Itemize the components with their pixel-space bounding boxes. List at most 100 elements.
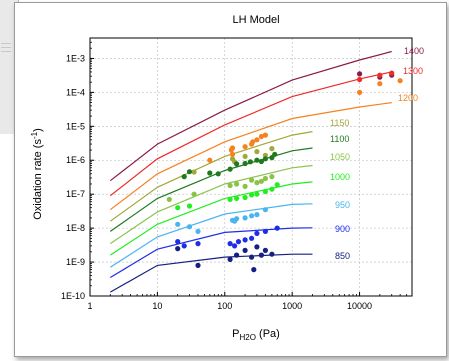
data-point-1050 bbox=[249, 177, 255, 183]
data-point-1200 bbox=[242, 144, 248, 150]
data-point-1300 bbox=[389, 70, 395, 76]
model-curve-1000 bbox=[109, 181, 313, 256]
data-point-900 bbox=[235, 239, 242, 245]
data-point-1300 bbox=[377, 72, 383, 78]
data-point-950 bbox=[254, 212, 260, 218]
data-point-900 bbox=[262, 228, 268, 234]
data-point-1100 bbox=[258, 158, 264, 165]
data-point-850 bbox=[251, 267, 257, 273]
data-point-900 bbox=[175, 239, 181, 245]
data-point-900 bbox=[181, 243, 187, 249]
data-point-1050 bbox=[269, 174, 275, 180]
data-point-1050 bbox=[262, 175, 268, 182]
background-table-fragment bbox=[1, 40, 11, 52]
series-label-1000: 1000 bbox=[330, 172, 350, 182]
model-curve-1300 bbox=[109, 71, 392, 197]
series-label-950: 950 bbox=[335, 200, 350, 210]
series-label-900: 900 bbox=[335, 224, 350, 234]
x-tick-label: 10 bbox=[152, 301, 162, 311]
data-point-1150 bbox=[242, 153, 248, 159]
data-point-1200 bbox=[258, 133, 264, 140]
model-curve-1050 bbox=[109, 164, 313, 245]
data-point-850 bbox=[195, 262, 201, 268]
data-point-900 bbox=[227, 241, 233, 247]
data-point-1150 bbox=[269, 146, 275, 152]
data-point-1200 bbox=[357, 89, 363, 95]
y-tick-label: 1E-10 bbox=[61, 291, 85, 301]
series-label-1200: 1200 bbox=[398, 93, 418, 103]
data-point-1000 bbox=[234, 195, 240, 201]
data-point-850 bbox=[262, 247, 268, 253]
model-curve-900 bbox=[109, 227, 313, 279]
data-point-1000 bbox=[175, 205, 181, 211]
data-point-1050 bbox=[166, 196, 172, 202]
x-tick-label: 1 bbox=[87, 301, 92, 311]
data-point-1000 bbox=[262, 188, 268, 195]
data-point-950 bbox=[195, 228, 201, 234]
y-axis-label-superscript: -1 bbox=[30, 131, 39, 139]
data-point-1200 bbox=[397, 78, 403, 84]
data-point-950 bbox=[262, 207, 268, 213]
data-point-1100 bbox=[242, 160, 248, 167]
model-curve-1200 bbox=[109, 102, 392, 211]
y-tick-label: 1E-5 bbox=[66, 121, 85, 131]
data-point-1000 bbox=[227, 196, 233, 202]
data-point-1100 bbox=[262, 156, 268, 162]
x-axis-label: PH2O (Pa) bbox=[232, 328, 280, 342]
data-point-900 bbox=[195, 241, 201, 247]
data-point-1200 bbox=[207, 157, 213, 163]
series-label-850: 850 bbox=[335, 251, 350, 261]
data-point-1200 bbox=[229, 151, 236, 157]
y-axis-label-close: ) bbox=[32, 128, 44, 132]
data-point-900 bbox=[232, 243, 238, 249]
data-point-900 bbox=[249, 235, 255, 241]
data-point-850 bbox=[227, 256, 233, 262]
y-tick-label: 1E-9 bbox=[66, 257, 85, 267]
data-point-1100 bbox=[272, 151, 278, 157]
y-tick-label: 1E-7 bbox=[66, 189, 85, 199]
data-point-1050 bbox=[227, 182, 233, 189]
data-point-1100 bbox=[181, 174, 187, 180]
y-axis-label: Oxidation rate (s-1) bbox=[30, 128, 44, 220]
data-point-950 bbox=[186, 224, 193, 230]
data-point-1050 bbox=[258, 178, 264, 184]
data-point-1000 bbox=[249, 192, 255, 198]
axis-ticks: 1 10 100 1000 10000 1E-10 1E-9 1E-8 1E-7 1E-6 1E-5… bbox=[61, 37, 413, 311]
data-point-850 bbox=[258, 252, 264, 258]
data-point-1200 bbox=[229, 145, 236, 151]
model-curve-1100 bbox=[109, 147, 313, 232]
data-point-900 bbox=[254, 230, 260, 236]
data-point-1150 bbox=[254, 149, 260, 155]
y-tick-label: 1E-6 bbox=[66, 155, 85, 165]
data-point-1100 bbox=[254, 157, 260, 163]
series-label-1300: 1300 bbox=[403, 66, 423, 76]
x-tick-label: 10000 bbox=[347, 301, 372, 311]
y-tick-label: 1E-8 bbox=[66, 223, 85, 233]
model-curve-850 bbox=[110, 253, 313, 293]
series-label-1400: 1400 bbox=[404, 46, 424, 56]
data-point-1100 bbox=[215, 171, 221, 177]
data-point-1000 bbox=[269, 186, 275, 192]
series-labels: 1400 1300 1200 1150 1100 1050 1000 950 900 850 bbox=[330, 46, 424, 261]
data-point-1050 bbox=[254, 180, 260, 186]
data-point-1100 bbox=[247, 159, 253, 165]
x-tick-label: 100 bbox=[217, 301, 232, 311]
model-curves bbox=[109, 50, 392, 293]
data-point-850 bbox=[175, 246, 181, 252]
data-point-1200 bbox=[377, 81, 383, 87]
plot-frame bbox=[89, 37, 413, 297]
x-axis-label-unit: (Pa) bbox=[256, 328, 280, 340]
x-axis-label-main: P bbox=[232, 328, 239, 340]
data-point-1400 bbox=[357, 71, 363, 77]
data-point-950 bbox=[249, 213, 255, 219]
data-point-1050 bbox=[242, 183, 248, 189]
data-point-1100 bbox=[186, 169, 193, 175]
data-points bbox=[166, 70, 403, 273]
data-point-1300 bbox=[357, 76, 363, 83]
data-point-900 bbox=[274, 225, 280, 231]
y-tick-label: 1E-3 bbox=[66, 53, 85, 63]
data-point-1000 bbox=[274, 182, 280, 188]
data-point-900 bbox=[242, 237, 248, 243]
x-tick-label: 1000 bbox=[282, 301, 302, 311]
